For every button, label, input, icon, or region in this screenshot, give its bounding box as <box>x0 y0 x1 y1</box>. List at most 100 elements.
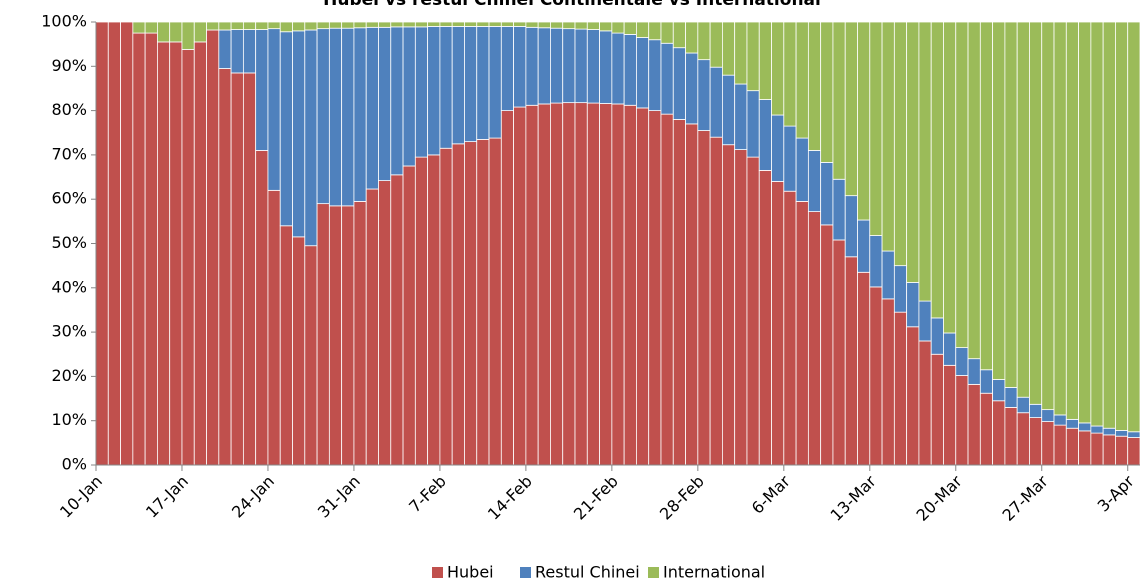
bar-segment <box>206 29 220 466</box>
bar-segment <box>672 119 686 466</box>
bar-segment <box>365 188 379 466</box>
bar-segment <box>1102 434 1116 466</box>
bar-segment <box>341 27 355 207</box>
bar-segment <box>1115 435 1129 466</box>
bar-segment <box>697 59 711 131</box>
bar-segment <box>586 29 600 104</box>
bar-segment <box>709 136 723 466</box>
bar-segment <box>1090 21 1104 427</box>
bar-segment <box>1078 21 1092 424</box>
bar-segment <box>316 203 330 466</box>
bar-segment <box>746 90 760 158</box>
bar-segment <box>906 282 920 328</box>
bar-segment <box>107 21 121 466</box>
bar-segment <box>304 21 318 31</box>
bar-segment <box>1029 417 1043 466</box>
bar-segment <box>218 21 232 31</box>
x-tick-label: 17-Jan <box>142 472 192 522</box>
bar-segment <box>697 130 711 466</box>
y-tick-label: 60% <box>51 189 87 208</box>
bar-segment <box>476 26 490 140</box>
x-tick-label: 7-Feb <box>405 472 450 517</box>
bar-segment <box>537 27 551 105</box>
bar-segment <box>414 156 429 466</box>
bar-segment <box>181 49 195 466</box>
bar-segment <box>758 21 772 100</box>
bar-segment <box>500 110 515 466</box>
bar-segment <box>1065 418 1079 429</box>
bar-segment <box>955 375 969 466</box>
bar-segment <box>1127 437 1141 466</box>
bar-segment <box>979 369 994 394</box>
bar-segment <box>574 21 588 30</box>
bar-segment <box>586 102 600 466</box>
bar-segment <box>230 21 244 30</box>
bar-segment <box>611 103 625 466</box>
bar-segment <box>353 27 367 202</box>
bar-segment <box>218 29 232 69</box>
bar-segment <box>267 21 281 30</box>
bar-segment <box>734 149 748 466</box>
bar-segment <box>144 32 158 466</box>
x-tick-label: 24-Jan <box>228 472 278 522</box>
bar-segment <box>930 317 944 355</box>
bar-segment <box>328 21 343 29</box>
legend-label: Hubei <box>447 563 494 582</box>
x-tick-label: 13-Mar <box>827 471 881 525</box>
x-tick-label: 31-Jan <box>314 472 364 522</box>
bar-segment <box>857 271 871 466</box>
y-tick-label: 20% <box>51 366 87 385</box>
bar-segment <box>206 21 220 31</box>
bar-segment <box>930 21 944 319</box>
bar-segment <box>1029 21 1043 405</box>
bar-segment <box>771 181 785 466</box>
bar-segment <box>734 21 748 85</box>
bar-segment <box>279 21 293 33</box>
bar-segment <box>979 392 994 466</box>
y-tick-label: 100% <box>41 12 87 31</box>
bar-segment <box>685 52 699 125</box>
bar-segment <box>537 21 551 29</box>
bar-segment <box>255 29 269 151</box>
bar-segment <box>402 165 416 466</box>
bar-segment <box>992 400 1006 466</box>
bar-segment <box>722 21 736 76</box>
bar-segment <box>734 83 748 150</box>
bar-segment <box>451 143 465 466</box>
bar-segment <box>820 224 834 466</box>
bar-segment <box>1065 427 1079 466</box>
bar-segment <box>623 104 637 466</box>
bar-segment <box>869 235 883 288</box>
x-tick-label: 3-Apr <box>1094 471 1138 515</box>
bar-segment <box>574 102 588 466</box>
bar-segment <box>525 21 539 28</box>
bar-segment <box>599 21 613 32</box>
bar-segment <box>304 245 318 466</box>
bar-segment <box>807 150 822 213</box>
legend-label: Restul Chinei <box>535 563 640 582</box>
bar-segment <box>943 332 957 366</box>
bar-segment <box>1115 430 1129 437</box>
bar-segment <box>648 21 662 41</box>
bar-segment <box>893 311 908 466</box>
bar-segment <box>869 286 883 466</box>
bar-segment <box>427 26 441 156</box>
bar-segment <box>279 31 293 227</box>
bar-segment <box>709 21 723 68</box>
bar-segment <box>341 21 355 29</box>
bar-segment <box>893 21 908 267</box>
bar-segment <box>660 42 674 115</box>
bar-segment <box>599 30 613 104</box>
bar-segment <box>476 138 490 466</box>
bar-segment <box>746 156 760 466</box>
bar-segment <box>169 41 183 466</box>
bar-segment <box>255 21 269 30</box>
bar-segment <box>685 21 699 54</box>
bar-segment <box>193 41 207 466</box>
bar-segment <box>402 21 416 28</box>
bar-segment <box>562 28 576 104</box>
bar-segment <box>341 205 355 466</box>
bar-segment <box>488 137 502 466</box>
bar-segment <box>1127 21 1141 433</box>
bar-segment <box>500 26 515 111</box>
